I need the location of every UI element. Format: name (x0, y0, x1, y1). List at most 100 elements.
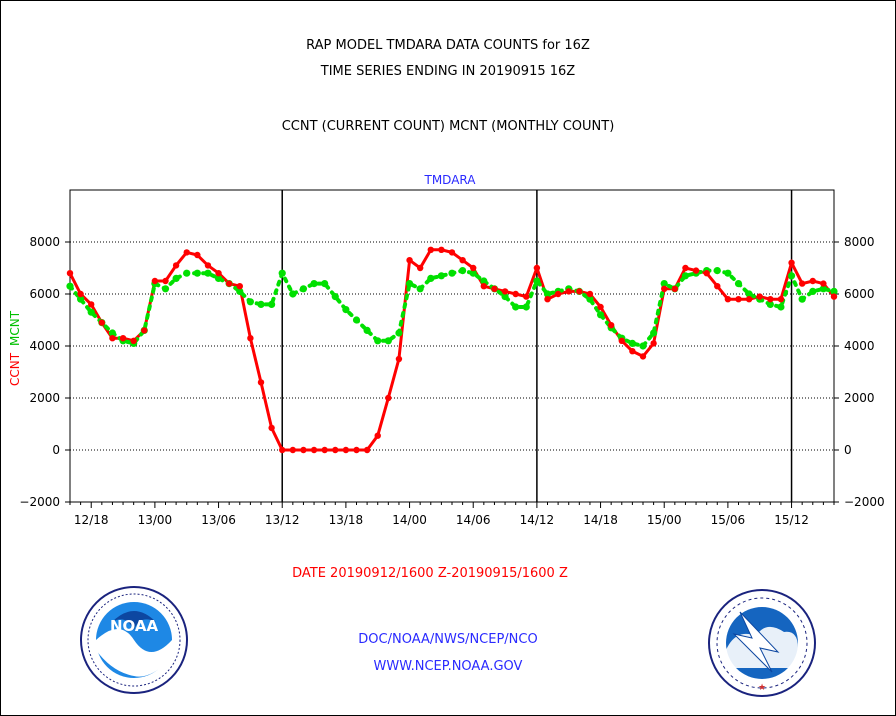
series-point-mcnt (172, 274, 180, 282)
chart-title-line1: RAP MODEL TMDARA DATA COUNTS for 16Z (306, 38, 590, 53)
footer-url[interactable]: WWW.NCEP.NOAA.GOV (373, 659, 523, 674)
series-point-mcnt (321, 280, 329, 288)
series-point-mcnt (289, 290, 297, 298)
series-point-ccnt (767, 296, 774, 303)
series-point-ccnt (788, 259, 795, 266)
series-point-ccnt (735, 296, 742, 303)
series-point-ccnt (629, 348, 636, 355)
x-tick-label: 14/18 (583, 513, 618, 527)
series-point-ccnt (141, 327, 148, 334)
y-tick-label-right: 6000 (844, 287, 875, 301)
series-point-mcnt (543, 290, 552, 298)
series-point-ccnt (109, 335, 116, 342)
series-point-mcnt (342, 306, 350, 314)
y-tick-label-left: 0 (52, 443, 60, 457)
y-tick-label-left: 2000 (29, 391, 60, 405)
y-tick-label-right: −2000 (844, 495, 885, 509)
series-point-mcnt (363, 326, 371, 334)
series-point-mcnt (459, 267, 467, 275)
series-point-ccnt (332, 446, 339, 454)
series-point-ccnt (215, 270, 222, 277)
series-point-mcnt (766, 300, 774, 308)
series-point-mcnt (650, 329, 658, 337)
series-point-ccnt (257, 379, 265, 386)
nws-logo: ★ (708, 589, 816, 697)
series-point-ccnt (554, 290, 562, 298)
series-point-ccnt (300, 446, 307, 454)
series-point-ccnt (321, 446, 328, 454)
series-point-mcnt (299, 285, 308, 293)
x-tick-label: 15/00 (647, 513, 682, 527)
series-point-mcnt (628, 339, 636, 347)
series-point-mcnt (310, 280, 318, 288)
series-point-mcnt (787, 272, 796, 280)
y-tick-label-left: −2000 (19, 495, 60, 509)
series-point-mcnt (66, 282, 74, 290)
series-point-mcnt (660, 280, 668, 288)
series-point-ccnt (650, 340, 657, 347)
series-point-ccnt (342, 446, 350, 454)
series-point-ccnt (682, 264, 689, 272)
x-tick-label: 13/06 (201, 513, 236, 527)
series-point-ccnt (459, 257, 466, 264)
series-point-mcnt (374, 337, 382, 345)
footer-org: DOC/NOAA/NWS/NCEP/NCO (358, 632, 538, 647)
x-tick-label: 14/06 (456, 513, 491, 527)
series-point-ccnt (88, 301, 95, 308)
y-tick-label-left: 4000 (29, 339, 60, 353)
series-layer (66, 246, 838, 454)
series-point-mcnt (246, 298, 254, 306)
series-point-ccnt (661, 285, 668, 292)
series-point-mcnt (777, 303, 785, 311)
chart-title-line3: CCNT (CURRENT COUNT) MCNT (MONTHLY COUNT… (281, 119, 615, 134)
series-point-ccnt (830, 293, 838, 300)
series-point-mcnt (639, 342, 647, 350)
y-axis-right: −2000 0 2000 4000 6000 8000 (834, 235, 885, 509)
series-point-mcnt (77, 295, 85, 303)
y-axis-left: −2000 0 2000 4000 6000 8000 (19, 235, 70, 509)
series-point-ccnt (353, 446, 360, 454)
series-point-mcnt (437, 272, 445, 280)
series-point-mcnt (533, 277, 541, 285)
series-point-ccnt (395, 355, 403, 363)
series-point-mcnt (681, 272, 690, 280)
series-point-ccnt (523, 293, 530, 300)
x-tick-label: 15/12 (774, 513, 809, 527)
series-point-mcnt (161, 285, 170, 293)
series-point-ccnt (236, 283, 243, 290)
y-tick-label-right: 8000 (844, 235, 875, 249)
series-point-mcnt (798, 295, 806, 303)
series-point-mcnt (809, 287, 817, 295)
series-point-mcnt (236, 287, 244, 295)
x-tick-label: 13/18 (329, 513, 364, 527)
series-point-mcnt (204, 269, 212, 277)
series-point-ccnt (363, 446, 371, 454)
series-point-ccnt (597, 303, 604, 311)
y-tick-label-left: 6000 (29, 287, 60, 301)
series-point-mcnt (745, 290, 753, 298)
series-point-mcnt (395, 329, 403, 337)
series-point-mcnt (278, 269, 286, 277)
series-point-ccnt (798, 280, 806, 287)
x-tick-label: 15/06 (711, 513, 746, 527)
series-line-ccnt (68, 248, 836, 452)
x-axis: 12/18 13/00 13/06 13/12 13/18 14/00 14/06 14/12… (69, 502, 835, 527)
series-point-ccnt (756, 293, 763, 300)
series-point-ccnt (183, 249, 190, 256)
x-tick-label: 12/18 (74, 513, 109, 527)
series-point-ccnt (162, 277, 169, 285)
chart-title-line2: TIME SERIES ENDING IN 20190915 16Z (320, 64, 576, 79)
y-label-ccnt: CCNT (8, 352, 22, 386)
grid-lines (70, 241, 834, 451)
series-point-ccnt (586, 290, 594, 298)
series-point-ccnt (374, 432, 381, 439)
series-point-ccnt (671, 285, 679, 292)
series-point-ccnt (406, 257, 413, 264)
y-tick-label-right: 2000 (844, 391, 875, 405)
series-point-mcnt (384, 337, 392, 345)
series-point-ccnt (607, 322, 615, 329)
series-point-ccnt (724, 296, 732, 303)
series-point-ccnt (98, 319, 106, 326)
panel-title: TMDARA (424, 173, 477, 187)
series-point-ccnt (204, 262, 212, 269)
